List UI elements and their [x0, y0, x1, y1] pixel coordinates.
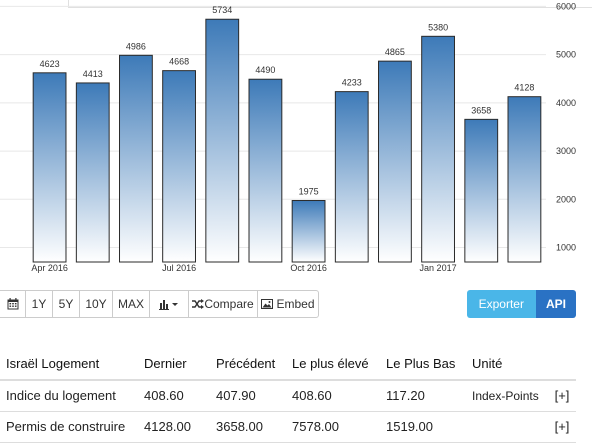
row-last: 408.60: [138, 380, 210, 412]
y-tick-label: 6000: [556, 1, 576, 11]
embed-button[interactable]: Embed: [257, 290, 319, 318]
range-max-button[interactable]: MAX: [112, 290, 150, 318]
range-5y-button[interactable]: 5Y: [52, 290, 80, 318]
data-label: 4490: [255, 65, 275, 75]
row-name[interactable]: Indice du logement: [0, 380, 138, 412]
range-10y-button[interactable]: 10Y: [79, 290, 113, 318]
data-label: 3658: [471, 105, 491, 115]
data-label: 4986: [126, 41, 146, 51]
bar[interactable]: [464, 118, 499, 263]
calendar-icon: [7, 298, 18, 310]
export-button[interactable]: Exporter: [466, 290, 536, 318]
data-label: 4413: [83, 69, 103, 79]
header-last: Dernier: [138, 348, 210, 381]
row-highest: 408.60: [286, 380, 380, 412]
row-name[interactable]: Permis de construire: [0, 411, 138, 443]
bar[interactable]: [421, 35, 455, 263]
bar[interactable]: [162, 70, 196, 263]
x-tick-label: Oct 2016: [290, 263, 327, 273]
row-lowest: 117.20: [380, 380, 466, 412]
row-highest: 7578.00: [286, 411, 380, 443]
row-unit: Index-Points: [466, 380, 548, 412]
y-tick-label: 4000: [556, 98, 576, 108]
x-tick-label: Jul 2016: [162, 263, 196, 273]
table-header-row: Israël Logement Dernier Précédent Le plu…: [0, 348, 576, 381]
image-icon: [261, 299, 274, 309]
api-button[interactable]: API: [535, 290, 576, 318]
compare-label: Compare: [204, 297, 254, 311]
row-unit: [466, 411, 548, 443]
top-field-border: [68, 0, 592, 8]
y-tick-label: 1000: [556, 243, 576, 253]
y-tick-label: 3000: [556, 146, 576, 156]
data-label: 5380: [428, 22, 448, 32]
embed-label: Embed: [276, 297, 315, 311]
range-1y-button[interactable]: 1Y: [25, 290, 53, 318]
compare-button[interactable]: Compare: [188, 290, 258, 318]
data-label: 4128: [514, 83, 534, 93]
expand-button[interactable]: [+]: [548, 380, 576, 412]
row-last: 4128.00: [138, 411, 210, 443]
table-row[interactable]: Indice du logement 408.60 407.90 408.60 …: [0, 380, 576, 412]
bar[interactable]: [507, 96, 542, 263]
indicator-table: Israël Logement Dernier Précédent Le plu…: [0, 348, 576, 443]
header-action: [548, 348, 576, 381]
row-lowest: 1519.00: [380, 411, 466, 443]
row-previous: 407.90: [210, 380, 286, 412]
data-label: 4623: [40, 59, 60, 69]
data-label: 4668: [169, 57, 189, 67]
x-tick-label: Apr 2016: [31, 263, 68, 273]
data-label: 5734: [212, 5, 232, 15]
bar-chart-icon: [159, 300, 178, 310]
row-previous: 3658.00: [210, 411, 286, 443]
y-tick-label: 2000: [556, 194, 576, 204]
export-group: Exporter API: [466, 290, 576, 318]
chart-panel: 4623 4413 4986 4668 5734 4490 1975 4233 4865 5380…: [0, 0, 592, 273]
chart-toolbar: 1Y 5Y 10Y MAX Compare: [0, 290, 592, 318]
bar-chart: 4623 4413 4986 4668 5734 4490 1975 4233 4865 5380…: [0, 1, 576, 273]
bar[interactable]: [378, 60, 412, 263]
expand-button[interactable]: [+]: [548, 411, 576, 443]
data-label: 4865: [385, 47, 405, 57]
y-tick-label: 5000: [556, 50, 576, 60]
range-button-group: 1Y 5Y 10Y MAX Compare: [0, 290, 319, 318]
shuffle-icon: [192, 299, 205, 309]
data-label: 4233: [342, 78, 362, 88]
header-highest: Le plus élevé: [286, 348, 380, 381]
chart-type-button[interactable]: [149, 290, 189, 318]
bar[interactable]: [334, 91, 369, 263]
bar[interactable]: [75, 82, 110, 263]
header-unit: Unité: [466, 348, 548, 381]
bar[interactable]: [119, 54, 153, 263]
calendar-button[interactable]: [0, 290, 26, 318]
bar[interactable]: [291, 200, 326, 263]
header-lowest: Le Plus Bas: [380, 348, 466, 381]
bar[interactable]: [32, 72, 67, 263]
caret-down-icon: [172, 303, 178, 306]
header-country: Israël Logement: [0, 348, 138, 381]
table-row[interactable]: Permis de construire 4128.00 3658.00 757…: [0, 411, 576, 443]
x-tick-label: Jan 2017: [420, 263, 457, 273]
bar[interactable]: [205, 18, 240, 263]
bar[interactable]: [248, 78, 283, 263]
data-label: 1975: [299, 187, 319, 197]
header-previous: Précédent: [210, 348, 286, 381]
